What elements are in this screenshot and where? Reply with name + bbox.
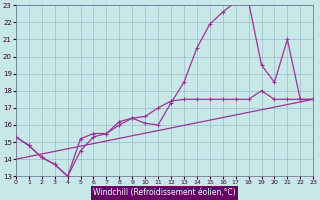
X-axis label: Windchill (Refroidissement éolien,°C): Windchill (Refroidissement éolien,°C)	[93, 188, 236, 197]
